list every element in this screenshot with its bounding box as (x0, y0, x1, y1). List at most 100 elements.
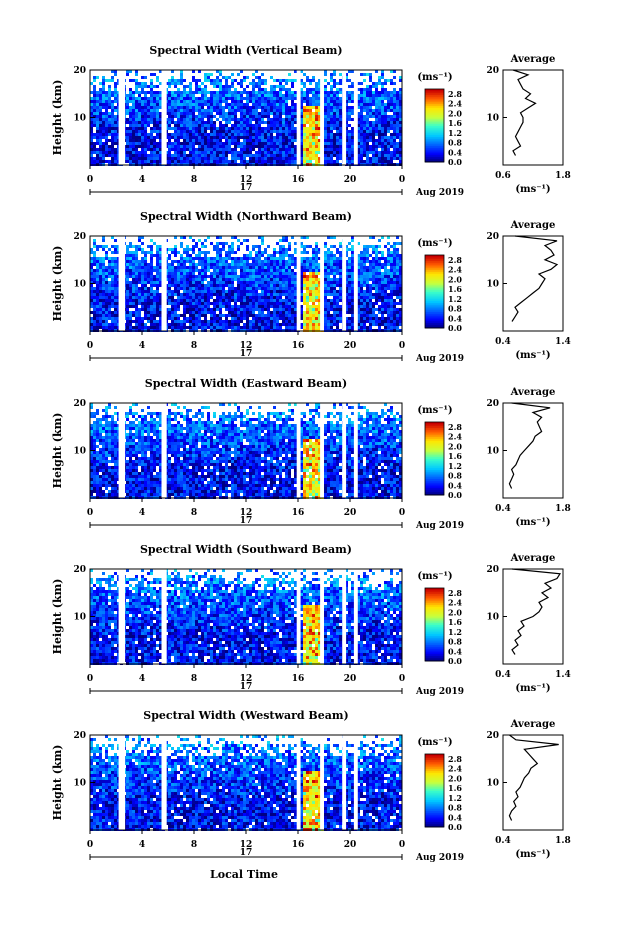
heatmap-cell (276, 148, 279, 151)
heatmap-cell (276, 311, 279, 314)
heatmap-cell (351, 91, 354, 94)
colorbar-swatch (425, 92, 444, 95)
heatmap-cell (189, 299, 192, 302)
heatmap-cell (231, 314, 234, 317)
heatmap-cell (273, 118, 276, 121)
heatmap-cell (255, 139, 258, 142)
heatmap-cell (216, 263, 219, 266)
heatmap-cell (270, 272, 273, 275)
heatmap-cell (219, 160, 222, 163)
heatmap-cell (189, 139, 192, 142)
colorbar-swatch (425, 141, 444, 145)
heatmap-cell (171, 82, 174, 85)
heatmap-cell (234, 88, 237, 91)
heatmap-cell (111, 314, 114, 317)
heatmap-cell (279, 79, 282, 82)
heatmap-cell (309, 100, 312, 103)
heatmap-cell (237, 245, 240, 248)
heatmap-cell (192, 299, 195, 302)
heatmap-cell (312, 278, 315, 281)
heatmap-cell (240, 287, 243, 290)
heatmap-cell (189, 127, 192, 130)
x-tick-label: 20 (344, 175, 357, 185)
heatmap-cell (300, 124, 303, 127)
heatmap-cell (264, 305, 267, 308)
heatmap-cell (264, 272, 267, 275)
heatmap-cell (264, 326, 267, 329)
heatmap-cell (138, 299, 141, 302)
heatmap-cell (216, 70, 219, 73)
heatmap-cell (228, 127, 231, 130)
heatmap-cell (264, 115, 267, 118)
heatmap-cell (108, 299, 111, 302)
heatmap-cell (288, 266, 291, 269)
heatmap-cell (126, 70, 129, 73)
heatmap-cell (240, 145, 243, 148)
heatmap-cell (270, 109, 273, 112)
heatmap-cell (111, 245, 114, 248)
heatmap-cell (141, 115, 144, 118)
heatmap-cell (192, 130, 195, 133)
heatmap-cell (360, 154, 363, 157)
heatmap-cell (219, 124, 222, 127)
heatmap-cell (243, 115, 246, 118)
heatmap-cell (102, 76, 105, 79)
heatmap-cell (381, 103, 384, 106)
heatmap-cell (318, 82, 321, 85)
heatmap-cell (210, 115, 213, 118)
heatmap-cell (399, 145, 402, 148)
heatmap-cell (333, 139, 336, 142)
heatmap-cell (351, 109, 354, 112)
heatmap-cell (132, 260, 135, 263)
heatmap-cell (174, 127, 177, 130)
heatmap-cell (294, 151, 297, 154)
heatmap-cell (105, 254, 108, 257)
heatmap-cell (285, 296, 288, 299)
heatmap-cell (144, 124, 147, 127)
heatmap-cell (318, 278, 321, 281)
heatmap-cell (180, 118, 183, 121)
heatmap-cell (129, 94, 132, 97)
heatmap-cell (324, 281, 327, 284)
heatmap-cell (360, 82, 363, 85)
heatmap-cell (372, 136, 375, 139)
heatmap-cell (246, 266, 249, 269)
heatmap-cell (288, 106, 291, 109)
heatmap-cell (204, 136, 207, 139)
heatmap-cell (144, 115, 147, 118)
heatmap-cell (210, 154, 213, 157)
heatmap-cell (129, 79, 132, 82)
heatmap-cell (288, 302, 291, 305)
heatmap-cell (159, 91, 162, 94)
heatmap-cell (240, 121, 243, 124)
heatmap-cell (279, 112, 282, 115)
avg-profile-line (512, 69, 537, 156)
heatmap-cell (312, 284, 315, 287)
heatmap-cell (252, 263, 255, 266)
heatmap-cell (309, 109, 312, 112)
heatmap-cell (255, 326, 258, 329)
heatmap-cell (132, 142, 135, 145)
heatmap-cell (105, 317, 108, 320)
heatmap-cell (267, 109, 270, 112)
heatmap-cell (153, 127, 156, 130)
heatmap-cell (219, 127, 222, 130)
heatmap-cell (135, 326, 138, 329)
heatmap-cell (282, 85, 285, 88)
heatmap-cell (330, 85, 333, 88)
heatmap-cell (198, 263, 201, 266)
heatmap-cell (180, 148, 183, 151)
heatmap-cell (369, 148, 372, 151)
heatmap-cell (201, 305, 204, 308)
heatmap-cell (135, 97, 138, 100)
heatmap-cell (207, 100, 210, 103)
heatmap-cell (258, 157, 261, 160)
heatmap-cell (240, 157, 243, 160)
heatmap-cell (390, 82, 393, 85)
heatmap-cell (216, 148, 219, 151)
heatmap-cell (213, 263, 216, 266)
heatmap-cell (267, 323, 270, 326)
heatmap-cell (393, 70, 396, 73)
heatmap-cell (195, 245, 198, 248)
heatmap-cell (99, 293, 102, 296)
